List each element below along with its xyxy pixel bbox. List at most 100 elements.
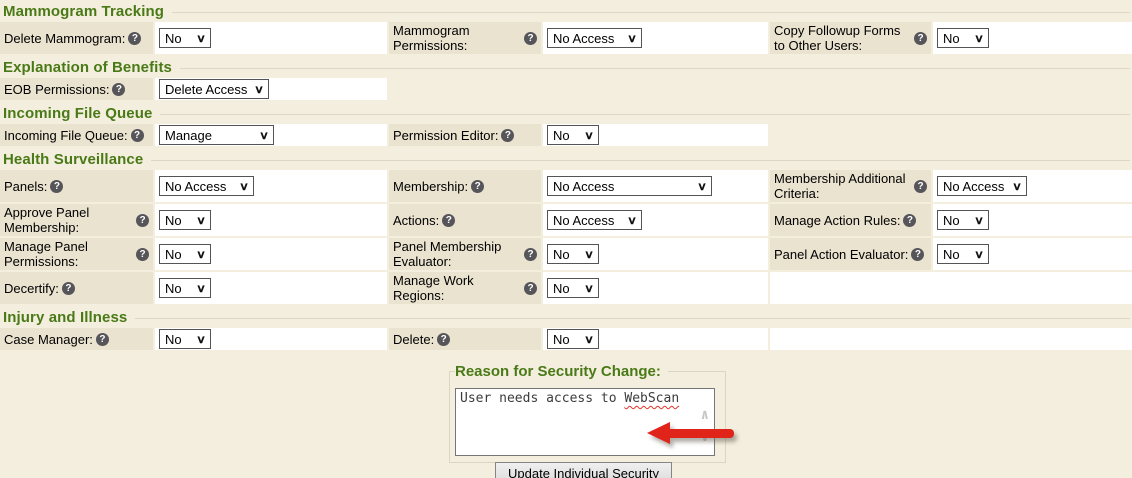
membership-additional-criteria-select[interactable]: No Access ∨ bbox=[937, 176, 1027, 196]
section-header-incoming-file-queue: Incoming File Queue bbox=[0, 102, 1132, 124]
table-row: Case Manager:? No ∨ Delete:? No ∨ bbox=[0, 328, 1132, 350]
chevron-down-icon: ∨ bbox=[195, 32, 207, 45]
field-value-cell: Delete Access ∨ bbox=[155, 78, 387, 100]
field-value-cell: No ∨ bbox=[155, 272, 387, 304]
field-label-manage-action-rules: Manage Action Rules:? bbox=[770, 204, 931, 236]
permission-editor-select[interactable]: No ∨ bbox=[547, 125, 599, 145]
field-label-copy-followup-forms: Copy Followup Forms to Other Users:? bbox=[770, 22, 931, 54]
field-label-panel-membership-evaluator: Panel Membership Evaluator:? bbox=[389, 238, 541, 270]
update-individual-security-button[interactable]: Update Individual Security bbox=[495, 462, 673, 478]
chevron-down-icon: ∨ bbox=[1011, 180, 1023, 193]
empty-cell bbox=[389, 78, 1132, 100]
case-manager-select[interactable]: No ∨ bbox=[159, 329, 211, 349]
field-label-panel-action-evaluator: Panel Action Evaluator:? bbox=[770, 238, 931, 270]
help-icon[interactable]: ? bbox=[112, 82, 126, 96]
table-row: EOB Permissions:? Delete Access ∨ bbox=[0, 78, 1132, 100]
chevron-down-icon: ∨ bbox=[973, 32, 985, 45]
table-row: Manage Panel Permissions:? No ∨ Panel Me… bbox=[0, 238, 1132, 270]
field-label-manage-work-regions: Manage Work Regions:? bbox=[389, 272, 541, 304]
field-value-cell: No Access ∨ bbox=[933, 170, 1132, 202]
help-icon[interactable]: ? bbox=[903, 213, 917, 227]
help-icon[interactable]: ? bbox=[61, 281, 75, 295]
manage-work-regions-select[interactable]: No ∨ bbox=[547, 278, 599, 298]
help-icon[interactable]: ? bbox=[524, 247, 537, 261]
panel-action-evaluator-select[interactable]: No ∨ bbox=[937, 244, 989, 264]
panel-membership-evaluator-select[interactable]: No ∨ bbox=[547, 244, 599, 264]
help-icon[interactable]: ? bbox=[128, 31, 142, 45]
table-row: Panels:? No Access ∨ Membership:? No Acc… bbox=[0, 170, 1132, 202]
field-value-cell: No Access ∨ bbox=[543, 22, 768, 54]
field-value-cell: No ∨ bbox=[155, 328, 387, 350]
chevron-down-icon: ∨ bbox=[583, 248, 595, 261]
incoming-file-queue-select[interactable]: Manage ∨ bbox=[159, 125, 274, 145]
chevron-down-icon: ∨ bbox=[583, 333, 595, 346]
field-label-delete-mammogram: Delete Mammogram:? bbox=[0, 22, 153, 54]
decertify-select[interactable]: No ∨ bbox=[159, 278, 211, 298]
chevron-down-icon: ∨ bbox=[258, 129, 270, 142]
help-icon[interactable]: ? bbox=[130, 128, 144, 142]
section-title: Explanation of Benefits bbox=[3, 58, 172, 76]
field-value-cell: No Access ∨ bbox=[155, 170, 387, 202]
reason-text: User needs access to bbox=[460, 391, 625, 406]
mammogram-permissions-select[interactable]: No Access ∨ bbox=[547, 28, 642, 48]
reason-heading: Reason for Security Change: bbox=[455, 363, 668, 380]
manage-panel-permissions-select[interactable]: No ∨ bbox=[159, 244, 211, 264]
help-icon[interactable]: ? bbox=[524, 281, 537, 295]
table-row: Approve Panel Membership:? No ∨ Actions:… bbox=[0, 204, 1132, 236]
table-row: Decertify:? No ∨ Manage Work Regions:? N… bbox=[0, 272, 1132, 304]
section-divider bbox=[160, 114, 1130, 115]
chevron-down-icon: ∨ bbox=[583, 129, 595, 142]
field-label-delete: Delete:? bbox=[389, 328, 541, 350]
approve-panel-membership-select[interactable]: No ∨ bbox=[159, 210, 211, 230]
help-icon[interactable]: ? bbox=[50, 179, 64, 193]
panels-select[interactable]: No Access ∨ bbox=[159, 176, 254, 196]
chevron-down-icon: ∨ bbox=[238, 180, 250, 193]
field-value-cell: No ∨ bbox=[933, 204, 1132, 236]
field-value-cell: No ∨ bbox=[543, 272, 768, 304]
field-label-manage-panel-permissions: Manage Panel Permissions:? bbox=[0, 238, 153, 270]
chevron-down-icon: ∨ bbox=[696, 180, 708, 193]
manage-action-rules-select[interactable]: No ∨ bbox=[937, 210, 989, 230]
help-icon[interactable]: ? bbox=[911, 247, 925, 261]
delete-mammogram-select[interactable]: No ∨ bbox=[159, 28, 211, 48]
copy-followup-forms-select[interactable]: No ∨ bbox=[937, 28, 989, 48]
actions-select[interactable]: No Access ∨ bbox=[547, 210, 642, 230]
help-icon[interactable]: ? bbox=[471, 179, 485, 193]
help-icon[interactable]: ? bbox=[136, 247, 149, 261]
section-title: Mammogram Tracking bbox=[3, 2, 165, 20]
eob-permissions-select[interactable]: Delete Access ∨ bbox=[159, 79, 269, 99]
field-label-incoming-file-queue: Incoming File Queue:? bbox=[0, 124, 153, 146]
section-divider bbox=[172, 12, 1130, 13]
help-icon[interactable]: ? bbox=[95, 332, 109, 346]
help-icon[interactable]: ? bbox=[442, 213, 456, 227]
help-icon[interactable]: ? bbox=[524, 31, 537, 45]
field-label-panels: Panels:? bbox=[0, 170, 153, 202]
red-arrow-annotation bbox=[647, 422, 734, 444]
reason-textarea[interactable]: User needs access to WebScan ∧ ∨ bbox=[455, 388, 715, 456]
empty-cell bbox=[770, 328, 1132, 350]
section-header-health-surveillance: Health Surveillance bbox=[0, 148, 1132, 170]
arrow-head bbox=[647, 422, 670, 444]
section-divider bbox=[179, 68, 1130, 69]
chevron-down-icon: ∨ bbox=[195, 214, 207, 227]
scroll-up-icon[interactable]: ∧ bbox=[700, 407, 709, 423]
chevron-down-icon: ∨ bbox=[626, 214, 638, 227]
field-value-cell: No ∨ bbox=[543, 328, 768, 350]
section-title: Incoming File Queue bbox=[3, 104, 153, 122]
field-value-cell: No ∨ bbox=[543, 124, 768, 146]
help-icon[interactable]: ? bbox=[437, 332, 451, 346]
chevron-down-icon: ∨ bbox=[195, 282, 207, 295]
field-label-membership: Membership:? bbox=[389, 170, 541, 202]
help-icon[interactable]: ? bbox=[501, 128, 515, 142]
membership-select[interactable]: No Access ∨ bbox=[547, 176, 712, 196]
help-icon[interactable]: ? bbox=[914, 31, 927, 45]
reason-text-flagged: WebScan bbox=[624, 391, 680, 406]
delete-select[interactable]: No ∨ bbox=[547, 329, 599, 349]
chevron-down-icon: ∨ bbox=[195, 333, 207, 346]
footer-area: Reason for Security Change: User needs a… bbox=[0, 352, 1132, 478]
help-icon[interactable]: ? bbox=[914, 179, 927, 193]
help-icon[interactable]: ? bbox=[136, 213, 149, 227]
section-header-injury-and-illness: Injury and Illness bbox=[0, 306, 1132, 328]
field-label-decertify: Decertify:? bbox=[0, 272, 153, 304]
field-value-cell: No Access ∨ bbox=[543, 170, 768, 202]
